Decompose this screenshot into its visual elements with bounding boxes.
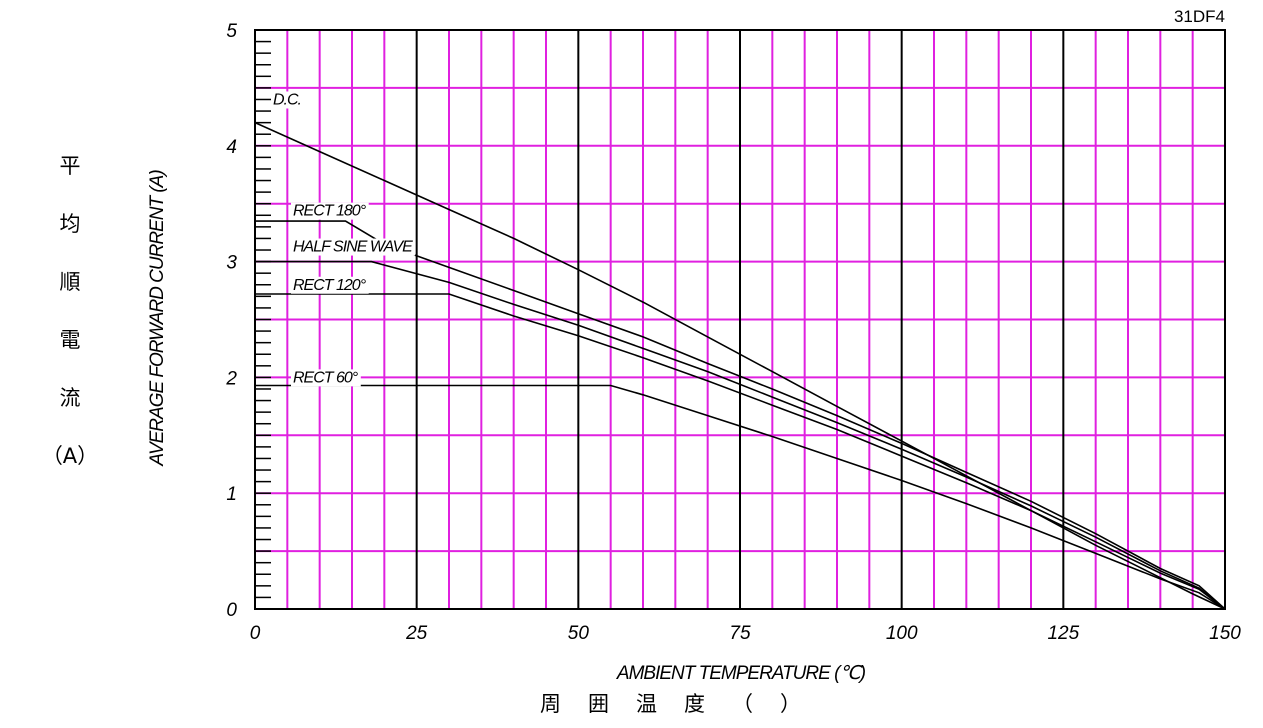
y-tick-label: 1 (226, 484, 237, 505)
y-tick-label: 3 (226, 253, 237, 274)
series-line-1 (255, 220, 1226, 610)
y-axis-title-ja: 平 均 順 電 流 （A） (40, 150, 100, 472)
series-line-4 (255, 384, 1226, 610)
x-tick-label: 50 (568, 623, 590, 644)
x-axis-title-ja-char: ） (780, 692, 828, 716)
y-tick-label: 4 (226, 137, 237, 158)
series-label-backing (291, 369, 361, 387)
y-axis-title-ja-char: 均 (59, 212, 81, 236)
series-label-2: HALF SINE WAVE (293, 239, 413, 256)
x-tick-label: 75 (729, 623, 751, 644)
series-label-0: D.C. (273, 91, 301, 108)
series-line-2 (255, 260, 1226, 610)
x-tick-label: 25 (405, 623, 428, 644)
plot-frame (254, 29, 1226, 610)
series-label-4: RECT 60° (293, 369, 359, 386)
series-lines (254, 121, 1226, 610)
series-label-1: RECT 180° (293, 203, 367, 220)
y-tick-label: 0 (226, 600, 237, 621)
y-axis-title-ja-char: （A） (41, 444, 99, 468)
x-axis-title-ja-char: 度 (684, 692, 732, 716)
x-axis-title-ja-char: 周 (540, 692, 588, 716)
series-line-0 (254, 121, 1226, 610)
series-label-backing (291, 238, 416, 256)
x-axis-title-ja-char: 囲 (588, 692, 636, 716)
model-label: 31DF4 (1174, 7, 1225, 26)
y-axis-title: AVERAGE FORWARD CURRENT (A) (147, 170, 168, 467)
x-axis-title-ja: 周囲温度（） (540, 688, 900, 718)
x-tick-label: 0 (250, 623, 261, 644)
series-labels: D.C. RECT 180° HALF SINE WAVE RECT 120° RECT… (271, 91, 416, 387)
x-tick-label: 150 (1209, 623, 1241, 644)
x-tick-labels: 0 25 50 75 100 125 150 (250, 623, 1242, 644)
y-axis-title-ja-char: 流 (59, 386, 81, 410)
series-label-backing (291, 202, 369, 220)
x-axis-title: AMBIENT TEMPERATURE (℃) (616, 663, 866, 684)
y-tick-label: 5 (226, 21, 237, 42)
x-tick-label: 125 (1047, 623, 1079, 644)
y-tick-label: 2 (225, 368, 237, 389)
y-minor-ticks (255, 40, 271, 599)
y-axis-title-ja-char: 電 (59, 328, 81, 352)
major-gridlines (415, 30, 1065, 609)
x-axis-title-ja-char: （ (732, 692, 780, 716)
y-axis-title-ja-char: 平 (59, 154, 81, 178)
y-tick-labels: 0 1 2 3 4 5 (225, 21, 237, 621)
series-label-3: RECT 120° (293, 277, 367, 294)
series-label-backing (271, 91, 303, 109)
series-label-backing (291, 276, 369, 294)
x-tick-label: 100 (886, 623, 918, 644)
series-line-3 (255, 293, 1226, 610)
y-axis-title-ja-char: 順 (59, 270, 81, 294)
x-axis-title-ja-char: 温 (636, 692, 684, 716)
